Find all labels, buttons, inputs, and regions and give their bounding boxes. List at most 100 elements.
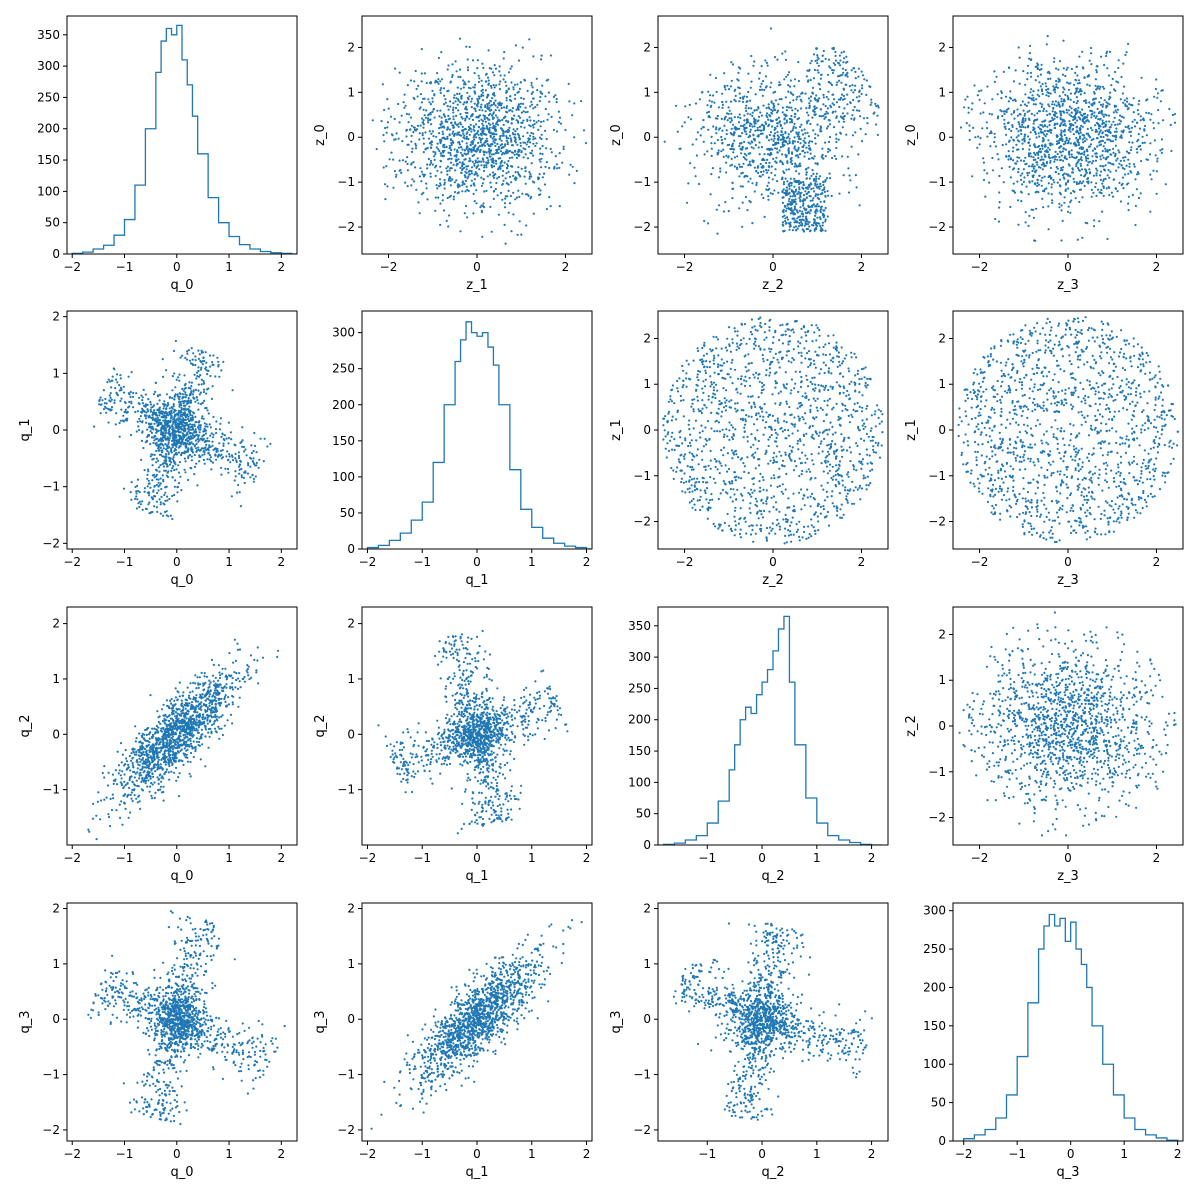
scatter-point: [459, 151, 462, 154]
scatter-point: [1099, 158, 1102, 161]
scatter-point: [400, 114, 403, 117]
scatter-point: [418, 212, 421, 215]
scatter-point: [816, 163, 819, 166]
scatter-point: [509, 194, 512, 198]
scatter-point: [489, 151, 492, 154]
scatter-point: [1060, 239, 1063, 242]
scatter-point: [1068, 156, 1071, 159]
scatter-point: [753, 166, 757, 169]
scatter-point: [492, 132, 495, 136]
scatter-point: [539, 147, 542, 150]
scatter-point: [1031, 94, 1034, 97]
scatter-point: [823, 186, 826, 189]
scatter-point: [249, 465, 252, 468]
scatter-point: [1039, 85, 1042, 88]
scatter-point: [531, 124, 535, 127]
scatter-point: [409, 116, 412, 119]
scatter-point: [1038, 95, 1041, 98]
scatter-point: [1075, 181, 1078, 184]
scatter-point: [493, 189, 496, 193]
scatter-point: [457, 133, 460, 136]
scatter-point: [1044, 82, 1047, 85]
scatter-point: [1082, 141, 1085, 144]
scatter-point: [405, 135, 408, 138]
scatter-point: [1095, 174, 1098, 177]
scatter-point: [186, 442, 189, 445]
scatter-point: [446, 127, 449, 130]
scatter-point: [825, 110, 828, 113]
scatter-point: [498, 70, 501, 73]
scatter-point: [792, 199, 795, 202]
scatter-point: [747, 136, 750, 139]
scatter-point: [1081, 120, 1085, 123]
scatter-point: [1085, 157, 1088, 160]
scatter-point: [1128, 127, 1131, 130]
scatter-point: [490, 158, 493, 161]
scatter-point: [866, 116, 869, 120]
scatter-point: [162, 465, 166, 468]
scatter-point: [465, 204, 468, 208]
scatter-point: [484, 120, 487, 123]
scatter-point: [802, 200, 805, 203]
scatter-point: [706, 104, 709, 107]
scatter-point: [500, 102, 503, 105]
scatter-point: [789, 212, 792, 215]
scatter-point: [573, 136, 576, 139]
scatter-point: [1002, 70, 1005, 73]
scatter-point: [1052, 85, 1055, 88]
scatter-point: [447, 64, 450, 67]
scatter-point: [991, 156, 994, 160]
scatter-point: [841, 67, 845, 70]
scatter-point: [773, 137, 776, 140]
scatter-point: [808, 106, 811, 110]
scatter-point: [1008, 128, 1011, 131]
scatter-point: [1112, 151, 1115, 154]
scatter-point: [502, 146, 505, 149]
scatter-point: [805, 223, 808, 226]
scatter-point: [706, 222, 710, 225]
scatter-point: [1109, 91, 1112, 94]
scatter-point: [730, 117, 733, 120]
scatter-point: [840, 96, 843, 99]
scatter-point: [452, 108, 455, 111]
scatter-point: [1066, 142, 1069, 145]
scatter-point: [537, 119, 540, 122]
scatter-point: [790, 184, 793, 187]
scatter-point: [223, 434, 226, 437]
scatter-point: [170, 447, 173, 450]
scatter-point: [846, 75, 849, 78]
scatter-point: [484, 89, 487, 92]
scatter-point: [789, 195, 792, 198]
scatter-point: [831, 156, 834, 160]
scatter-point: [689, 162, 692, 165]
scatter-point: [515, 156, 519, 160]
scatter-point: [1041, 168, 1044, 171]
scatter-point: [1078, 147, 1081, 150]
scatter-point: [1053, 103, 1056, 106]
scatter-point: [1054, 91, 1057, 94]
scatter-point: [1001, 114, 1004, 118]
scatter-point: [519, 175, 522, 178]
scatter-point: [526, 110, 529, 113]
scatter-point: [812, 203, 816, 206]
scatter-point: [1070, 199, 1073, 202]
scatter-point: [978, 98, 981, 101]
scatter-point: [245, 454, 248, 457]
scatter-point: [1032, 99, 1035, 102]
scatter-point: [819, 182, 822, 185]
scatter-point: [523, 78, 526, 81]
scatter-point: [1071, 171, 1074, 174]
scatter-point: [1121, 176, 1125, 179]
scatter-point: [250, 444, 253, 447]
scatter-point: [473, 145, 476, 148]
scatter-point: [971, 175, 974, 178]
scatter-point: [1036, 184, 1039, 187]
scatter-point: [478, 97, 481, 100]
scatter-point: [1041, 144, 1044, 147]
scatter-point: [772, 143, 775, 147]
scatter-point: [1000, 96, 1003, 100]
scatter-point: [825, 127, 829, 130]
scatter-point: [1100, 140, 1103, 143]
scatter-point: [784, 132, 787, 135]
scatter-point: [434, 196, 437, 199]
